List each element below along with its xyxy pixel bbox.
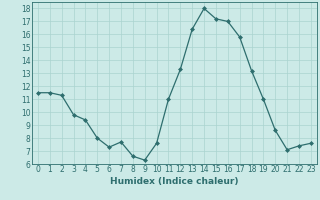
X-axis label: Humidex (Indice chaleur): Humidex (Indice chaleur)	[110, 177, 239, 186]
